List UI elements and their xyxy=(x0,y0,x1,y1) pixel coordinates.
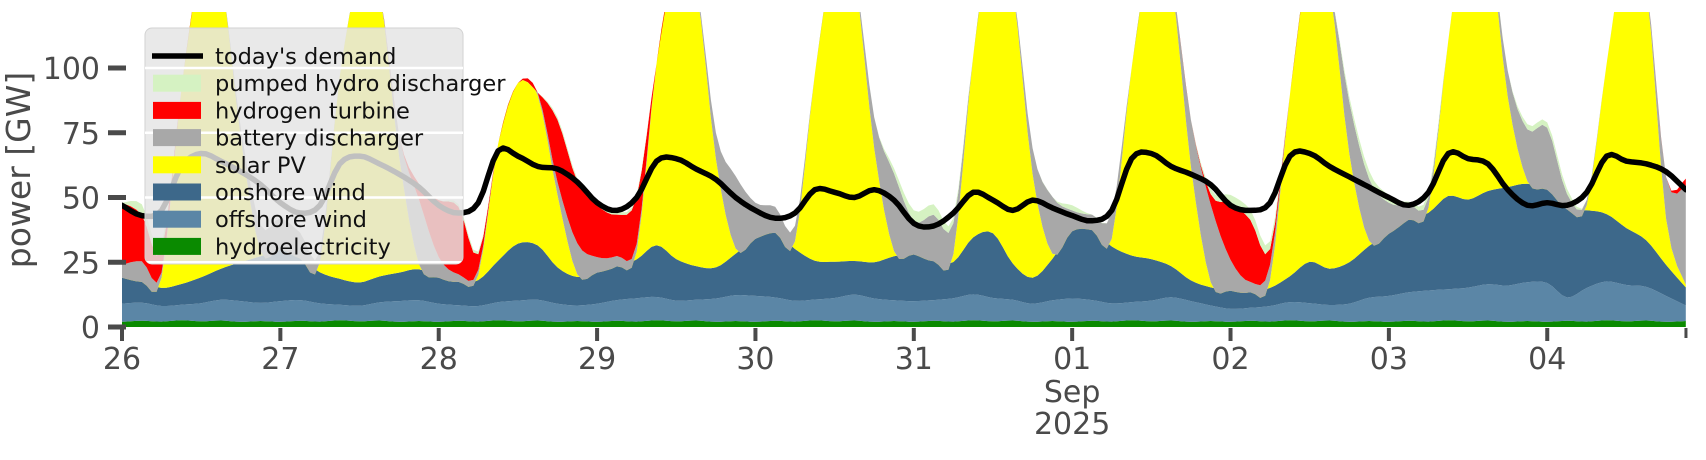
legend-swatch-battery xyxy=(153,129,201,147)
legend-label-offshore: offshore wind xyxy=(215,207,367,233)
x-tick-label-31: 31 xyxy=(895,342,933,377)
x-axis-year-label: 2025 xyxy=(1034,407,1110,442)
legend-label-hydro: hydroelectricity xyxy=(215,234,391,260)
x-tick-label-01: 01 xyxy=(1053,342,1091,377)
x-tick-label-27: 27 xyxy=(261,342,299,377)
x-tick-label-26: 26 xyxy=(103,342,141,377)
legend-item-pumped: pumped hydro discharger xyxy=(153,71,506,97)
legend-item-onshore: onshore wind xyxy=(153,180,366,206)
x-tick-label-04: 04 xyxy=(1528,342,1566,377)
legend-label-onshore: onshore wind xyxy=(215,180,366,206)
legend-item-solar: solar PV xyxy=(153,153,306,179)
legend-item-demand: today's demand xyxy=(152,44,396,70)
legend-label-demand: today's demand xyxy=(215,44,396,70)
area-onshore xyxy=(122,183,1686,309)
legend-swatch-offshore xyxy=(153,210,201,228)
y-tick-label-100: 100 xyxy=(43,52,100,87)
y-tick-label-50: 50 xyxy=(62,182,100,217)
legend-label-pumped: pumped hydro discharger xyxy=(215,71,506,97)
y-tick-label-0: 0 xyxy=(81,311,100,346)
y-axis-label: power [GW] xyxy=(0,72,38,268)
legend-swatch-hydro xyxy=(153,237,201,255)
y-tick-label-75: 75 xyxy=(62,117,100,152)
plot-area xyxy=(122,12,1686,327)
y-tick-label-25: 25 xyxy=(62,246,100,281)
legend-swatch-pumped xyxy=(153,74,201,92)
area-hydro xyxy=(122,320,1686,327)
legend-background xyxy=(144,27,464,265)
legend-label-battery: battery discharger xyxy=(215,126,424,152)
area-battery xyxy=(122,12,1686,298)
legend-swatch-hydrogen xyxy=(153,101,201,119)
area-offshore xyxy=(122,281,1686,322)
legend-swatch-solar xyxy=(153,156,201,174)
legend-item-offshore: offshore wind xyxy=(153,207,367,233)
x-tick-label-30: 30 xyxy=(736,342,774,377)
x-axis-month-label: Sep xyxy=(1044,375,1101,410)
x-tick-label-02: 02 xyxy=(1211,342,1249,377)
legend-swatch-onshore xyxy=(153,183,201,201)
legend-item-battery: battery discharger xyxy=(153,126,424,152)
legend-item-hydrogen: hydrogen turbine xyxy=(153,98,410,124)
legend-label-hydrogen: hydrogen turbine xyxy=(215,98,410,124)
x-tick-label-29: 29 xyxy=(578,342,616,377)
legend-label-solar: solar PV xyxy=(215,153,306,179)
area-solar xyxy=(122,12,1686,298)
legend-item-hydro: hydroelectricity xyxy=(153,234,391,260)
x-tick-label-28: 28 xyxy=(420,342,458,377)
x-tick-label-03: 03 xyxy=(1370,342,1408,377)
